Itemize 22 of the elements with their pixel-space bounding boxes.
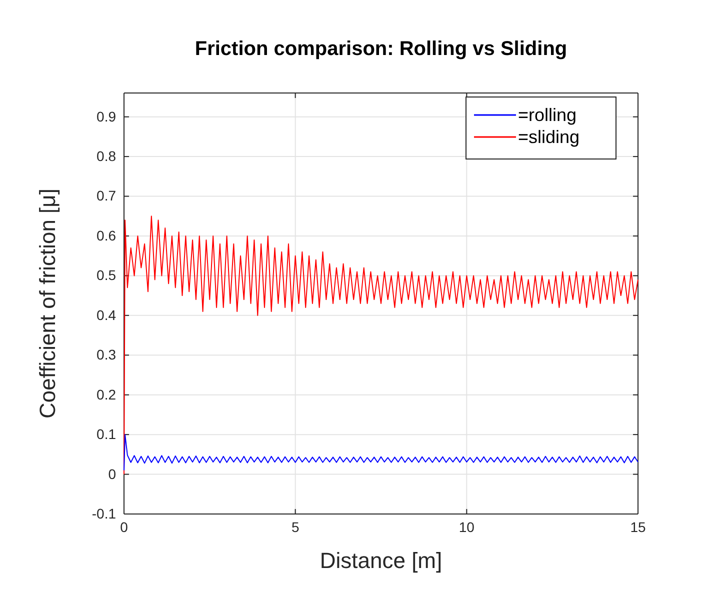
line-series: [124, 216, 638, 475]
line-series: [124, 434, 638, 471]
legend-label: =rolling: [518, 105, 577, 125]
y-tick-label: 0.8: [96, 148, 116, 164]
x-tick-label: 15: [630, 518, 646, 535]
x-tick-label: 5: [291, 518, 300, 535]
x-axis-title: Distance [m]: [320, 548, 442, 573]
y-tick-label: 0.5: [96, 267, 116, 284]
chart-title: Friction comparison: Rolling vs Sliding: [194, 38, 568, 60]
y-tick-label: 0.3: [96, 346, 116, 363]
y-tick-label: 0.1: [96, 426, 116, 442]
y-tick-label: 0.6: [96, 227, 116, 244]
x-tick-label: 0: [120, 518, 128, 535]
y-tick-label: -0.1: [92, 505, 116, 522]
y-tick-label: 0: [108, 466, 116, 482]
y-tick-label: 0.2: [96, 386, 116, 402]
x-tick-label: 10: [458, 518, 475, 535]
y-axis-title: Coefficient of friction [μ]: [35, 188, 60, 418]
y-tick-label: 0.9: [96, 108, 116, 124]
y-tick-label: 0.4: [96, 306, 116, 323]
legend-label: =sliding: [518, 127, 580, 147]
y-tick-label: 0.7: [96, 188, 116, 204]
